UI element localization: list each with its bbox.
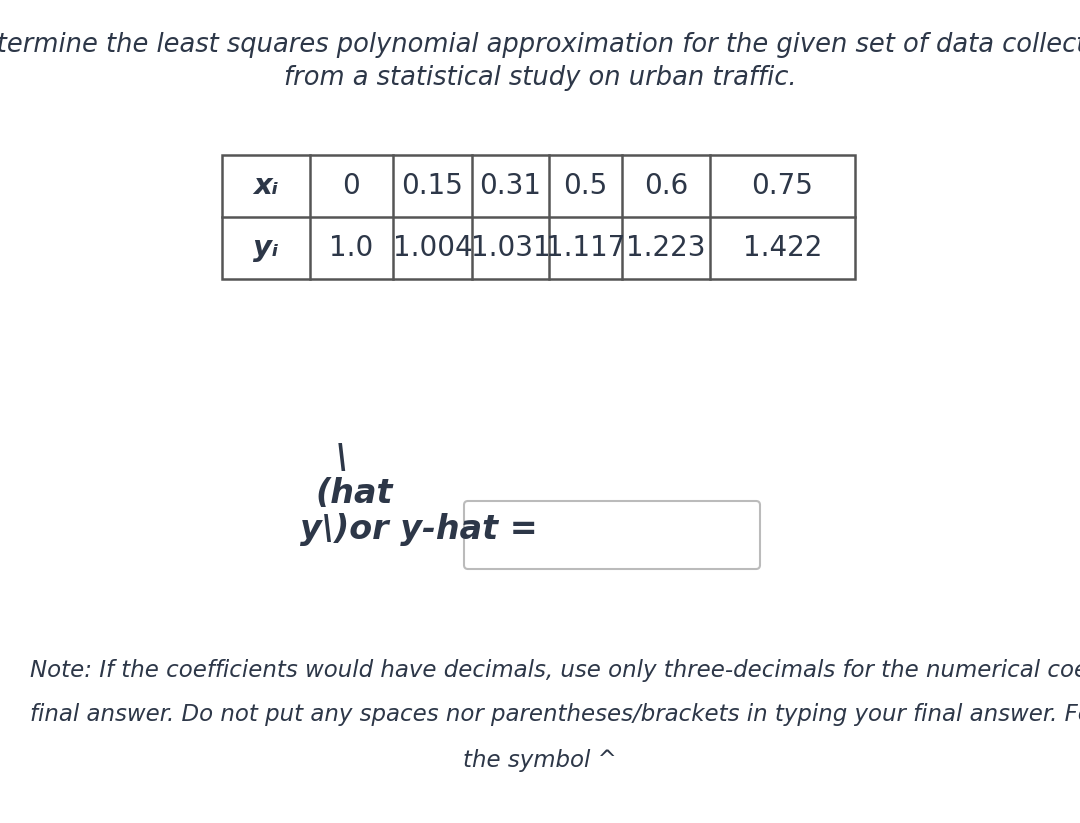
Text: 1.031: 1.031: [471, 234, 551, 262]
Text: Determine the least squares polynomial approximation for the given set of data c: Determine the least squares polynomial a…: [0, 32, 1080, 58]
Text: 0: 0: [342, 172, 361, 200]
Text: 1.117: 1.117: [545, 234, 625, 262]
Text: Note: If the coefficients would have decimals, use only three-decimals for the n: Note: If the coefficients would have dec…: [30, 658, 1080, 681]
Text: 0.6: 0.6: [644, 172, 688, 200]
Text: y\)or y-hat =: y\)or y-hat =: [300, 514, 538, 546]
Text: 0.5: 0.5: [564, 172, 608, 200]
Text: final answer. Do not put any spaces nor parentheses/brackets in typing your fina: final answer. Do not put any spaces nor …: [30, 704, 1080, 727]
Text: 0.15: 0.15: [402, 172, 463, 200]
Text: \: \: [336, 441, 348, 475]
Text: from a statistical study on urban traffic.: from a statistical study on urban traffi…: [284, 65, 796, 91]
Text: 1.004: 1.004: [393, 234, 472, 262]
Text: 0.31: 0.31: [480, 172, 541, 200]
Text: 1.0: 1.0: [329, 234, 374, 262]
Text: 1.223: 1.223: [626, 234, 705, 262]
Text: xᵢ: xᵢ: [254, 172, 279, 200]
Text: the symbol ^: the symbol ^: [463, 748, 617, 771]
FancyBboxPatch shape: [464, 501, 760, 569]
Bar: [222, 155, 855, 279]
Text: 1.422: 1.422: [743, 234, 822, 262]
Text: (hat: (hat: [315, 477, 392, 509]
Text: yᵢ: yᵢ: [254, 234, 279, 262]
Text: 0.75: 0.75: [752, 172, 813, 200]
